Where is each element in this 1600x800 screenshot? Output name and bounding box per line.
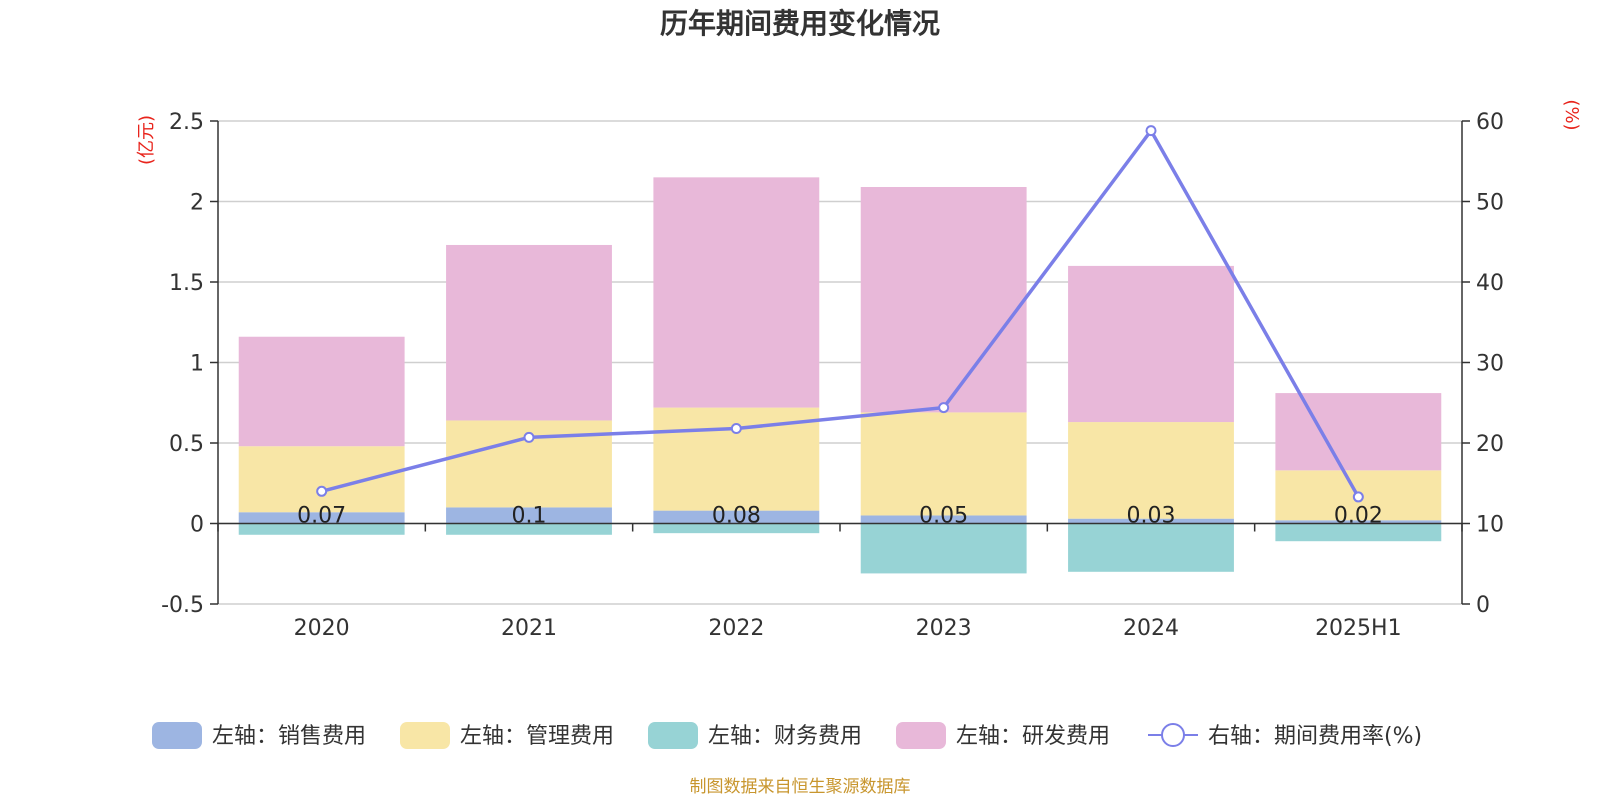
legend-label-4: 右轴：期间费用率(%): [1208, 724, 1422, 749]
source-note: 制图数据来自恒生聚源数据库: [690, 777, 911, 797]
left-tick-label: 0: [190, 513, 204, 538]
right-axis-unit: (%): [1561, 99, 1582, 130]
bar-0-3: [860, 515, 1027, 524]
rate-point-0: [316, 485, 328, 497]
legend-label-1: 左轴：管理费用: [460, 724, 614, 749]
right-tick-label: 20: [1476, 432, 1504, 457]
data-label: 0.05: [919, 504, 968, 529]
legend-line-marker: [1161, 723, 1185, 747]
left-tick-label: -0.5: [161, 593, 204, 618]
left-tick-label: 1: [190, 352, 204, 377]
bar-0-4: [1068, 518, 1234, 524]
legend-swatch-1: [400, 722, 450, 749]
data-label: 0.08: [712, 504, 761, 529]
right-tick-label: 40: [1476, 271, 1504, 296]
data-label: 0.1: [512, 504, 547, 529]
bar-0-2: [653, 510, 820, 524]
bar-3-4: [1068, 265, 1234, 423]
left-axis-unit: (亿元): [136, 115, 157, 165]
left-tick-label: 2: [190, 191, 204, 216]
rate-line: [316, 125, 1364, 503]
data-label: 0.07: [297, 504, 346, 529]
chart-title: 历年期间费用变化情况: [660, 7, 940, 40]
rate-polyline: [321, 127, 1360, 498]
legend-label-3: 左轴：研发费用: [956, 724, 1110, 749]
right-tick-label: 30: [1476, 352, 1504, 377]
bar-3-3: [860, 187, 1027, 413]
right-tick-label: 50: [1476, 191, 1504, 216]
legend[interactable]: 左轴：销售费用 左轴：管理费用 左轴：财务费用 左轴：研发费用 右轴：期间费用率(%): [152, 722, 1422, 749]
rate-point-2: [730, 423, 742, 435]
right-tick-label: 60: [1476, 110, 1504, 135]
category-label: 2025H1: [1315, 616, 1402, 641]
bar-2-0: [238, 523, 405, 535]
rate-point-4: [1145, 125, 1157, 137]
category-label: 2020: [294, 616, 350, 641]
right-tick-label: 0: [1476, 593, 1490, 618]
bar-2-1: [446, 523, 612, 535]
bar-2-2: [653, 523, 820, 534]
data-labels: 0.07 0.1 0.08 0.05 0.03 0.02: [297, 504, 1383, 529]
bar-3-1: [446, 244, 612, 421]
bar-2-4: [1068, 523, 1234, 572]
data-label: 0.02: [1334, 504, 1383, 529]
bar-0-1: [446, 507, 612, 524]
category-label: 2023: [916, 616, 972, 641]
right-tick-label: 10: [1476, 513, 1504, 538]
bars: [238, 177, 1442, 574]
bar-2-3: [860, 523, 1027, 574]
bar-1-4: [1068, 422, 1234, 519]
category-label: 2022: [708, 616, 764, 641]
legend-label-2: 左轴：财务费用: [708, 724, 862, 749]
legend-swatch-2: [648, 722, 698, 749]
legend-label-0: 左轴：销售费用: [212, 724, 366, 749]
bar-3-5: [1275, 393, 1442, 471]
legend-swatch-0: [152, 722, 202, 749]
bar-3-0: [238, 336, 405, 447]
data-label: 0.03: [1127, 504, 1176, 529]
category-label: 2021: [501, 616, 557, 641]
rate-point-3: [938, 402, 950, 414]
bar-1-0: [238, 446, 405, 513]
left-tick-label: 2.5: [169, 110, 204, 135]
rate-point-1: [523, 431, 535, 443]
bar-3-2: [653, 177, 820, 408]
axes: -0.5 0 0.5 1 1.5 2 2.5 0 10 20 30 40 50 60 2020 2021 202…: [161, 110, 1504, 641]
rate-point-5: [1352, 491, 1364, 503]
bar-2-5: [1275, 523, 1442, 542]
left-tick-label: 0.5: [169, 432, 204, 457]
bar-1-3: [860, 412, 1027, 516]
bar-0-0: [238, 512, 405, 524]
legend-swatch-3: [896, 722, 946, 749]
category-label: 2024: [1123, 616, 1179, 641]
left-tick-label: 1.5: [169, 271, 204, 296]
bar-0-5: [1275, 520, 1442, 524]
